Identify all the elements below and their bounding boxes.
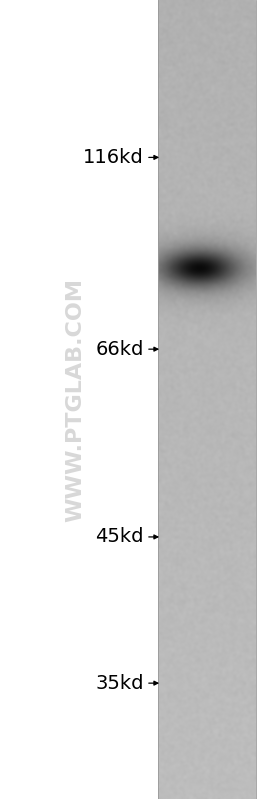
Text: 35kd: 35kd — [95, 674, 144, 693]
Text: 45kd: 45kd — [95, 527, 144, 547]
Text: 116kd: 116kd — [83, 148, 144, 167]
Text: 66kd: 66kd — [96, 340, 144, 359]
Text: WWW.PTGLAB.COM: WWW.PTGLAB.COM — [65, 277, 85, 522]
